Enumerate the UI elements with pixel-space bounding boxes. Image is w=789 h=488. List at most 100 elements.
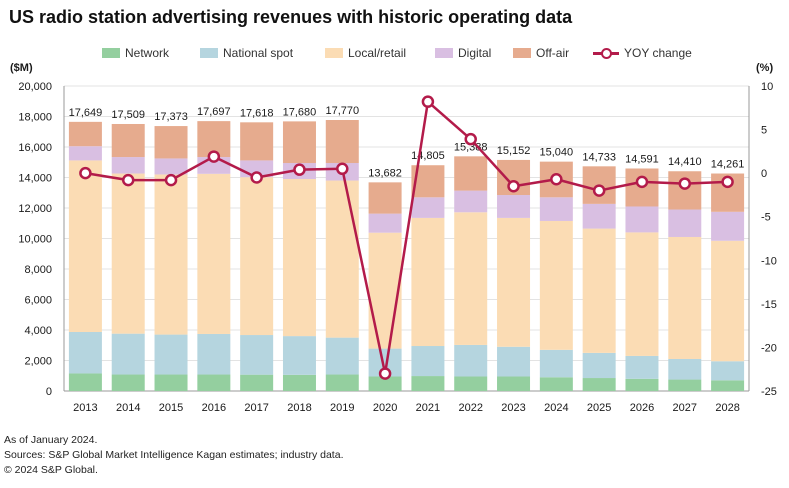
x-tick-label: 2022 bbox=[458, 402, 482, 414]
right-tick-label: -20 bbox=[761, 342, 777, 354]
yoy-change-point bbox=[507, 179, 520, 193]
bar-segment-national-spot bbox=[497, 346, 531, 377]
chart-canvas: 0 2,000 4,000 6,000 8,000 10,000 12,000 14,000 1… bbox=[18, 81, 777, 414]
legend-item-local-retail: Local/retail bbox=[325, 46, 406, 60]
bar-segment-digital bbox=[111, 157, 145, 174]
legend-item-yoy-change: YOY change bbox=[593, 46, 692, 60]
bar-segment-national-spot bbox=[625, 355, 659, 379]
legend-item-national-spot: National spot bbox=[200, 46, 293, 60]
legend-item-digital: Digital bbox=[435, 46, 491, 60]
yoy-change-point bbox=[464, 132, 477, 146]
legend-label: Digital bbox=[458, 46, 492, 60]
bar-segment-off-air bbox=[668, 171, 702, 210]
bar-segment-off-air bbox=[368, 182, 402, 214]
bar-segment-digital bbox=[668, 209, 702, 237]
bar-segment-local-retail bbox=[582, 228, 616, 353]
bar-segment-network bbox=[411, 376, 445, 391]
footnote-sources: Sources: S&P Global Market Intelligence … bbox=[4, 449, 344, 461]
x-tick-label: 2020 bbox=[373, 402, 397, 414]
yoy-change-point bbox=[378, 367, 392, 380]
yoy-change-point bbox=[592, 184, 606, 197]
x-tick-label: 2024 bbox=[544, 402, 568, 414]
legend-swatch-local-retail bbox=[325, 48, 343, 58]
bar-total-label: 14,261 bbox=[711, 159, 745, 171]
bar-segment-off-air bbox=[111, 123, 145, 158]
bar-segment-local-retail bbox=[539, 220, 573, 350]
bar-segment-local-retail bbox=[711, 240, 745, 362]
x-tick-label: 2026 bbox=[630, 402, 654, 414]
chart-title: US radio station advertising revenues wi… bbox=[9, 7, 573, 27]
bar-segment-network bbox=[68, 373, 102, 391]
bar-total-label: 17,770 bbox=[325, 105, 359, 117]
bar-segment-national-spot bbox=[111, 333, 145, 375]
bar-segment-national-spot bbox=[711, 361, 745, 381]
bar-segment-network bbox=[154, 374, 188, 391]
right-tick-label: 5 bbox=[761, 125, 767, 137]
bar-segment-national-spot bbox=[240, 335, 274, 375]
bar-total-label: 17,680 bbox=[283, 106, 317, 118]
x-tick-label: 2016 bbox=[202, 402, 226, 414]
bar-segment-network bbox=[454, 376, 488, 391]
left-tick-label: 10,000 bbox=[18, 234, 52, 246]
x-tick-label: 2015 bbox=[159, 402, 183, 414]
bar-segment-local-retail bbox=[197, 173, 231, 334]
yoy-change-point bbox=[550, 172, 563, 186]
bar-total-label: 17,618 bbox=[240, 107, 274, 119]
left-tick-label: 18,000 bbox=[18, 112, 52, 124]
bar-segment-network bbox=[111, 374, 145, 391]
left-tick-label: 8,000 bbox=[24, 264, 52, 276]
bar-segment-off-air bbox=[154, 126, 188, 159]
yoy-change-point bbox=[293, 163, 306, 176]
legend-item-network: Network bbox=[102, 46, 169, 60]
left-tick-label: 14,000 bbox=[18, 173, 52, 185]
right-tick-label: 10 bbox=[761, 81, 773, 93]
bar-segment-network bbox=[497, 376, 531, 391]
yoy-change-point bbox=[721, 175, 734, 189]
legend-line-marker bbox=[593, 47, 619, 59]
legend-swatch-national-spot bbox=[200, 48, 218, 58]
left-tick-label: 2,000 bbox=[24, 356, 52, 368]
bar-total-label: 15,152 bbox=[497, 145, 531, 157]
bar-segment-off-air bbox=[454, 156, 488, 191]
bar-segment-digital bbox=[539, 197, 573, 221]
left-axis-unit: ($M) bbox=[10, 62, 33, 74]
yoy-change-point bbox=[336, 162, 349, 176]
right-tick-label: -25 bbox=[761, 386, 777, 398]
bar-segment-local-retail bbox=[282, 179, 316, 337]
x-tick-label: 2027 bbox=[673, 402, 697, 414]
right-tick-label: -15 bbox=[761, 299, 777, 311]
bar-segment-digital bbox=[582, 203, 616, 229]
x-tick-label: 2028 bbox=[715, 402, 739, 414]
yoy-change-point bbox=[250, 171, 263, 184]
bar-total-label: 14,591 bbox=[625, 153, 659, 165]
bar-segment-digital bbox=[368, 213, 402, 233]
yoy-change-point bbox=[207, 150, 221, 163]
legend-swatch-off-air bbox=[513, 48, 531, 58]
bar-segment-digital bbox=[497, 195, 531, 218]
bar-total-label: 15,040 bbox=[540, 147, 574, 159]
bar-segment-off-air bbox=[282, 121, 316, 164]
yoy-change-point bbox=[164, 173, 178, 187]
bar-total-label: 17,649 bbox=[69, 107, 103, 119]
legend-swatch-network bbox=[102, 48, 120, 58]
bar-segment-network bbox=[368, 376, 402, 391]
bar-segment-national-spot bbox=[154, 334, 188, 375]
bar-segment-digital bbox=[625, 206, 659, 233]
bar-segment-local-retail bbox=[625, 232, 659, 356]
bar-segment-off-air bbox=[240, 122, 274, 161]
bar-segment-network bbox=[668, 379, 702, 391]
bar-segment-off-air bbox=[68, 121, 102, 147]
footnote-copyright: © 2024 S&P Global. bbox=[4, 464, 98, 476]
x-tick-label: 2023 bbox=[501, 402, 525, 414]
bar-segment-local-retail bbox=[668, 236, 702, 359]
bar-total-label: 15,388 bbox=[454, 141, 488, 153]
yoy-change-line bbox=[85, 100, 728, 375]
bar-total-label: 17,697 bbox=[197, 106, 231, 118]
bar-total-label: 14,805 bbox=[411, 150, 445, 162]
left-tick-label: 6,000 bbox=[24, 295, 52, 307]
left-tick-label: 20,000 bbox=[18, 81, 52, 93]
bar-segment-local-retail bbox=[454, 212, 488, 345]
yoy-change-point bbox=[678, 177, 692, 190]
bar-segment-local-retail bbox=[154, 174, 188, 335]
bar-total-label: 17,373 bbox=[154, 111, 188, 123]
